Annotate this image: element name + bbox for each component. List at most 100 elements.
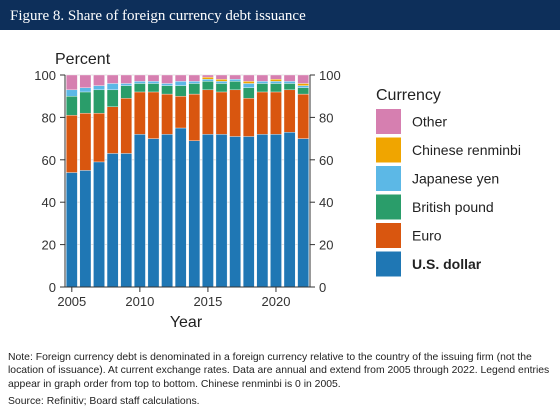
bar-segment [242,74,255,82]
bar-segment [174,74,187,82]
bar-segment [202,134,214,288]
bar-segment [215,91,228,135]
bar-segment [297,87,309,95]
legend-label: U.S. dollar [412,256,482,272]
bar-segment [242,81,255,84]
bar-segment [120,98,133,154]
bar-segment [297,93,309,139]
bar-segment [79,91,92,114]
bar-segment [188,74,201,82]
bar-segment [161,93,173,135]
bar-segment [147,138,160,288]
bar-segment [120,74,133,84]
bar-segment [242,98,255,137]
bar-segment [229,136,241,288]
bar-segment [229,89,241,137]
y-tick-label-left: 20 [42,238,56,253]
x-tick-label: 2005 [57,294,86,309]
figure-source: Source: Refinitiv; Board staff calculati… [8,396,200,407]
legend-label: Euro [412,228,442,244]
y-tick-label-left: 0 [49,280,56,295]
y-tick-label-right: 40 [319,195,333,210]
bar-segment [66,115,78,173]
bar-segment [270,79,282,82]
legend-swatch [376,109,401,134]
bar-segment [147,91,160,139]
axes [64,75,311,288]
legend-label: British pound [412,199,494,215]
y-tick-label-right: 80 [319,110,333,125]
bar-segment [202,74,214,78]
bar-segment [270,134,282,288]
bar-segment [283,83,296,91]
y-tick-label-left: 100 [34,68,56,83]
bar-segment [134,91,146,135]
y-tick-label-right: 0 [319,280,326,295]
legend-swatch [376,251,401,277]
x-tick-label: 2015 [193,294,222,309]
bar-segment [147,83,160,93]
bar-segment [79,87,92,93]
bar-segment [79,74,92,88]
bar-segment [106,83,119,91]
x-tick-label: 2010 [125,294,154,309]
bar-segment [174,85,187,97]
bar-segment [134,81,146,84]
legend-swatch [376,137,401,163]
bar-segment [215,79,228,82]
bar-segment [147,81,160,84]
figure-note: Note: Foreign currency debt is denominat… [8,352,550,390]
x-axis-label: Year [170,314,203,331]
legend-label: Other [412,114,447,130]
legend: Other Chinese renminbi Japanese yen British… [376,109,521,277]
bar-segment [66,89,78,97]
bar-segment [202,81,214,91]
bar-segment [174,96,187,129]
bar-segment [188,81,201,84]
bar-segment [270,83,282,93]
bar-segment [215,83,228,93]
bar-segment [270,74,282,80]
bar-segment [106,153,119,288]
bar-segment [297,138,309,288]
bar-segment [93,112,105,163]
bar-segment [161,85,173,95]
bar-segment [256,134,269,288]
x-tick-label: 2020 [262,294,291,309]
bar-segment [256,74,269,82]
bar-segment [147,74,160,82]
bar-segment [202,79,214,82]
legend-swatch [376,166,401,191]
bar-segment [134,134,146,288]
figure-title: Figure 8. Share of foreign currency debt… [0,0,560,30]
bar-segment [283,89,296,133]
bar-segment [229,81,241,91]
bar-segment [188,140,201,288]
legend-label: Japanese yen [412,171,499,187]
y-tick-label-right: 100 [319,68,341,83]
bar-segment [66,74,78,91]
bar-segment [106,74,119,84]
y-axis-label: Percent [55,51,111,68]
bar-segment [242,83,255,88]
bar-segment [188,83,201,95]
y-tick-label-left: 60 [42,153,56,168]
bar-segment [134,74,146,82]
bar-segment [79,112,92,171]
y-tick-label-left: 80 [42,110,56,125]
bar-segment [174,81,187,86]
bar-segment [215,134,228,288]
bar-segment [93,85,105,91]
bar-segment [120,153,133,288]
bar-segment [229,79,241,82]
legend-label: Chinese renminbi [412,142,521,158]
bar-segment [93,89,105,114]
bar-segment [270,91,282,135]
bar-segment [161,74,173,84]
legend-swatch [376,194,401,220]
bar-segment [283,81,296,84]
legend-title: Currency [376,87,441,104]
bar-segment [283,74,296,82]
bar-segment [202,89,214,135]
